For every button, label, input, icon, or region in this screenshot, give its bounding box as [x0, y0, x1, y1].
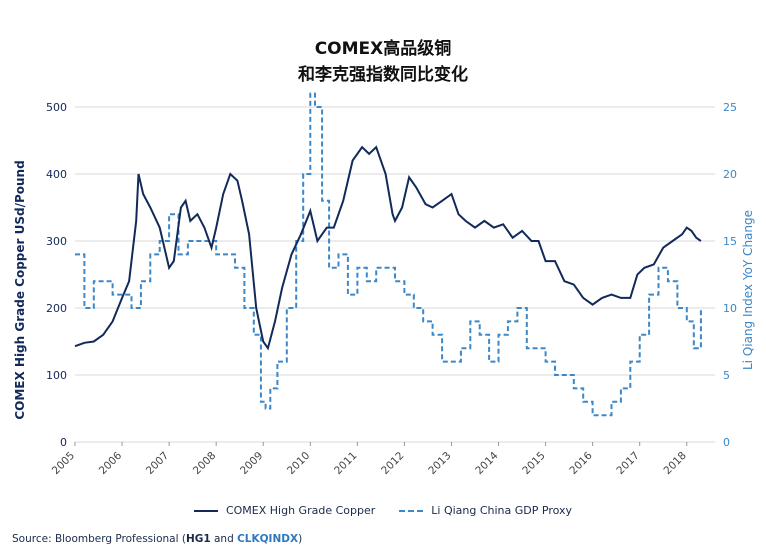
x-tick-2009: 2009 — [238, 450, 265, 477]
source-and: and — [210, 533, 238, 545]
y-tick-right-20: 20 — [723, 168, 737, 181]
grid-lines — [75, 106, 715, 443]
series-line-li-qiang-gdp-proxy — [75, 92, 702, 417]
x-tick-2008: 2008 — [191, 450, 218, 477]
y-tick-left-400: 400 — [46, 168, 67, 181]
legend: COMEX High Grade Copper Li Qiang China G… — [0, 504, 766, 517]
x-tick-2013: 2013 — [426, 450, 453, 477]
legend-swatch-copper — [193, 509, 218, 512]
legend-label-liqiang: Li Qiang China GDP Proxy — [431, 504, 573, 517]
y-tick-right-10: 10 — [723, 302, 737, 315]
y-tick-right-0: 0 — [723, 436, 730, 449]
y-tick-left-100: 100 — [46, 369, 67, 382]
source-note: Source: Bloomberg Professional (HG1 and … — [12, 533, 302, 545]
y-tick-right-15: 15 — [723, 235, 737, 248]
left-axis-ticks: 0 100 200 300 400 500 — [46, 101, 67, 449]
x-axis-ticks: 2005 2006 2007 2008 2009 2010 2011 2012 2013 2014… — [50, 442, 689, 477]
x-tick-2016: 2016 — [567, 449, 595, 477]
x-tick-2006: 2006 — [97, 449, 125, 477]
y-axis-label-left: COMEX High Grade Copper USd/Pound — [13, 160, 27, 419]
legend-swatch-liqiang — [399, 509, 424, 512]
source-ticker-hg1: HG1 — [185, 533, 211, 545]
x-tick-2007: 2007 — [144, 450, 171, 477]
legend-item-liqiang: Li Qiang China GDP Proxy — [399, 504, 572, 517]
y-tick-right-5: 5 — [723, 369, 730, 382]
x-tick-2005: 2005 — [50, 450, 77, 477]
x-tick-2012: 2012 — [379, 450, 406, 477]
y-tick-left-200: 200 — [46, 302, 67, 315]
series-line-comex-copper — [74, 145, 702, 351]
legend-label-copper: COMEX High Grade Copper — [225, 504, 376, 517]
y-tick-left-0: 0 — [60, 436, 67, 449]
y-tick-right-25: 25 — [723, 101, 737, 114]
x-tick-2011: 2011 — [332, 450, 359, 477]
x-tick-2018: 2018 — [661, 450, 688, 477]
x-tick-2015: 2015 — [520, 450, 547, 477]
y-tick-left-300: 300 — [46, 235, 67, 248]
x-tick-2017: 2017 — [614, 450, 641, 477]
source-prefix: Source: Bloomberg Professional ( — [12, 533, 186, 545]
source-suffix: ) — [298, 533, 303, 545]
legend-item-copper: COMEX High Grade Copper — [193, 504, 376, 517]
chart-title-line2: 和李克强指数同比变化 — [298, 65, 468, 85]
x-tick-2010: 2010 — [285, 450, 312, 477]
right-axis-ticks: 0 5 10 15 20 25 — [723, 101, 737, 449]
y-tick-left-500: 500 — [46, 101, 67, 114]
source-ticker-clkqindx: CLKQINDX — [237, 533, 299, 545]
x-tick-2014: 2014 — [473, 449, 501, 477]
chart-title-line1: COMEX高品级铜 — [314, 39, 452, 59]
y-axis-label-right: Li Qiang Index YoY Change — [741, 210, 755, 370]
